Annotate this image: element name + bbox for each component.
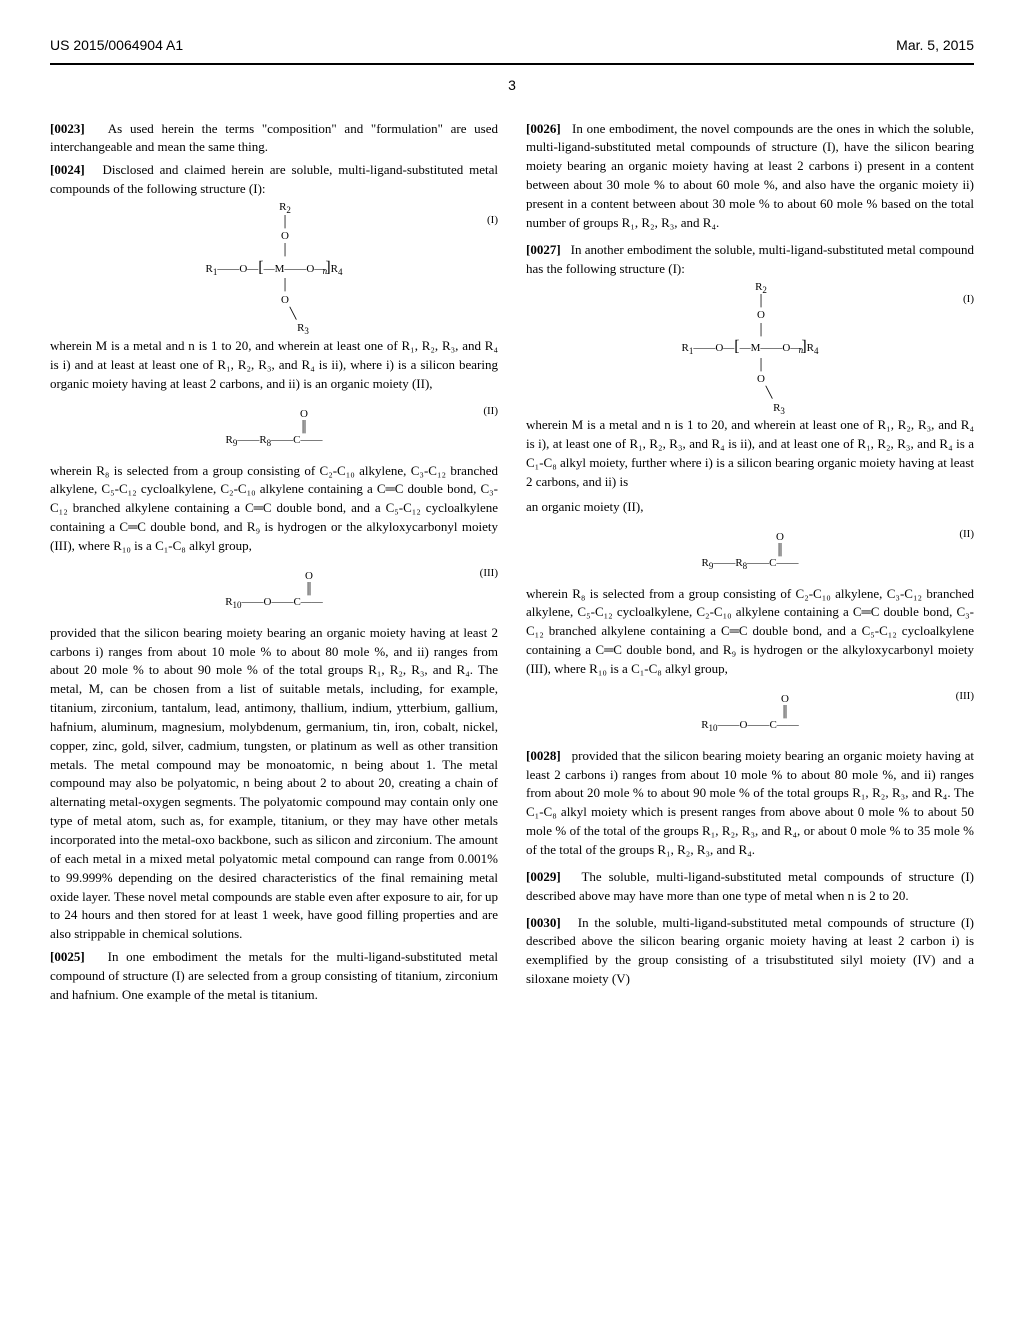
para-25: [0025] In one embodiment the metals for …: [50, 948, 498, 1005]
para-27: [0027] In another embodiment the soluble…: [526, 241, 974, 279]
para-num: [0027]: [526, 242, 561, 257]
para-28: [0028] provided that the silicon bearing…: [526, 747, 974, 860]
formula-structure: O ║ R9——R8——C——: [701, 531, 798, 571]
doc-id: US 2015/0064904 A1: [50, 35, 183, 55]
text-after-formula-II: wherein R₈ is selected from a group cons…: [50, 462, 498, 556]
text-after-formula-II-right: wherein R₈ is selected from a group cons…: [526, 585, 974, 679]
content-columns: [0023] As used herein the terms "composi…: [50, 120, 974, 1009]
formula-II-right: (II) O ║ R9——R8——C——: [526, 527, 974, 575]
para-text: In the soluble, multi-ligand-substituted…: [526, 915, 974, 987]
para-30: [0030] In the soluble, multi-ligand-subs…: [526, 914, 974, 989]
para-24: [0024] Disclosed and claimed herein are …: [50, 161, 498, 199]
formula-structure: O ║ R10——O——C——: [701, 693, 799, 733]
para-num: [0028]: [526, 748, 561, 763]
para-num: [0025]: [50, 949, 85, 964]
formula-I: (I) R2 │ O │ R1——O—[—M——O—]nR4 │ O ╲ R3: [50, 213, 498, 323]
doc-date: Mar. 5, 2015: [896, 35, 974, 55]
para-text: In another embodiment the soluble, multi…: [526, 242, 974, 276]
formula-structure: O ║ R9——R8——C——: [225, 408, 322, 448]
formula-I-right: (I) R2 │ O │ R1——O—[—M——O—]nR4 │ O ╲ R3: [526, 292, 974, 402]
para-23: [0023] As used herein the terms "composi…: [50, 120, 498, 158]
formula-label: (II): [483, 404, 498, 420]
para-26: [0026] In one embodiment, the novel comp…: [526, 120, 974, 233]
text-after-formula-I-right: wherein M is a metal and n is 1 to 20, a…: [526, 416, 974, 491]
left-column: [0023] As used herein the terms "composi…: [50, 120, 498, 1009]
formula-label: (I): [487, 213, 498, 229]
text-after-formula-III: provided that the silicon bearing moiety…: [50, 624, 498, 944]
para-29: [0029] The soluble, multi-ligand-substit…: [526, 868, 974, 906]
right-column: [0026] In one embodiment, the novel comp…: [526, 120, 974, 1009]
para-text: provided that the silicon bearing moiety…: [526, 748, 974, 857]
para-num: [0026]: [526, 121, 561, 136]
para-text: Disclosed and claimed herein are soluble…: [50, 162, 498, 196]
formula-label: (I): [963, 292, 974, 308]
para-num: [0030]: [526, 915, 561, 930]
page-number: 3: [50, 75, 974, 95]
page-header: US 2015/0064904 A1 Mar. 5, 2015: [50, 35, 974, 55]
formula-label: (III): [480, 566, 498, 582]
formula-structure: R2 │ O │ R1——O—[—M——O—]nR4 │ O ╲ R3: [681, 280, 818, 415]
para-num: [0023]: [50, 121, 85, 136]
text-after-formula-I: wherein M is a metal and n is 1 to 20, a…: [50, 337, 498, 394]
text-organic-moiety: an organic moiety (II),: [526, 498, 974, 517]
formula-III-right: (III) O ║ R10——O——C——: [526, 689, 974, 737]
para-num: [0024]: [50, 162, 85, 177]
formula-label: (III): [956, 689, 974, 705]
formula-II: (II) O ║ R9——R8——C——: [50, 404, 498, 452]
para-text: In one embodiment the metals for the mul…: [50, 949, 498, 1002]
para-num: [0029]: [526, 869, 561, 884]
formula-structure: R2 │ O │ R1——O—[—M——O—]nR4 │ O ╲ R3: [205, 200, 342, 335]
formula-structure: O ║ R10——O——C——: [225, 570, 323, 610]
formula-III: (III) O ║ R10——O——C——: [50, 566, 498, 614]
para-text: The soluble, multi-ligand-substituted me…: [526, 869, 974, 903]
header-divider: [50, 63, 974, 65]
formula-label: (II): [959, 527, 974, 543]
para-text: As used herein the terms "composition" a…: [50, 121, 498, 155]
para-text: In one embodiment, the novel compounds a…: [526, 121, 974, 230]
